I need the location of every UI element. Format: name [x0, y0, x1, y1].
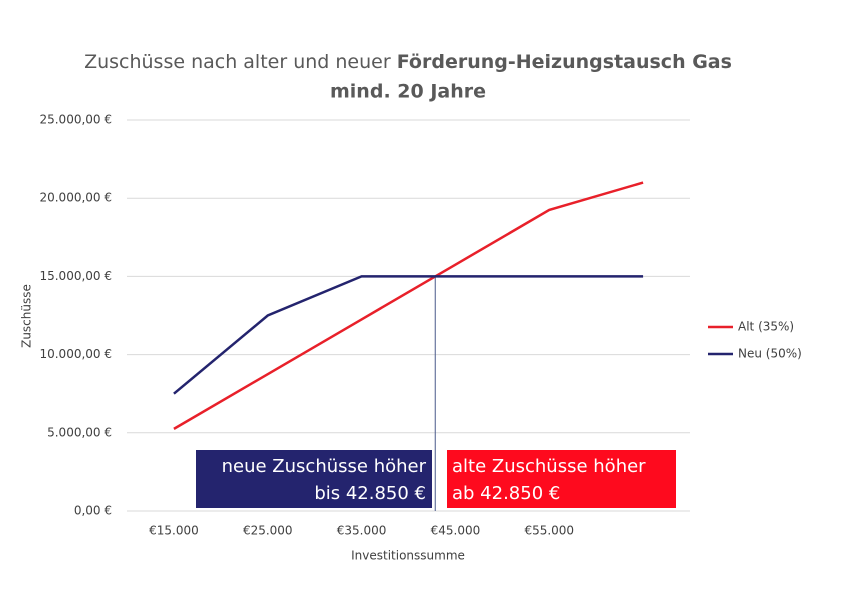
y-tick-label: 5.000,00 €: [47, 425, 112, 439]
title-part: Förderung-Heizungstausch Gas: [397, 51, 732, 73]
x-axis-title: Investitionssumme: [351, 549, 465, 563]
legend-label: Neu (50%): [738, 347, 802, 361]
annotation-box: [447, 450, 676, 508]
y-axis-title: Zuschüsse: [20, 284, 34, 348]
y-tick-label: 15.000,00 €: [39, 269, 112, 283]
annotation-text: bis 42.850 €: [314, 483, 426, 504]
annotation-box: [196, 450, 432, 508]
series-line: [173, 181, 644, 430]
x-tick-label: €25.000: [243, 524, 293, 538]
series-line: [173, 275, 644, 395]
chart-title: Zuschüsse nach alter und neuer Förderung…: [84, 51, 732, 73]
y-tick-label: 0,00 €: [74, 504, 112, 518]
chart-subtitle: mind. 20 Jahre: [330, 81, 486, 103]
y-tick-label: 10.000,00 €: [39, 347, 112, 361]
x-tick-label: €35.000: [337, 524, 387, 538]
x-tick-label: €55.000: [524, 524, 574, 538]
annotation-text: ab 42.850 €: [452, 483, 560, 504]
y-tick-label: 20.000,00 €: [39, 191, 112, 205]
annotation-text: alte Zuschüsse höher: [452, 456, 646, 477]
x-tick-label: €45.000: [431, 524, 481, 538]
y-tick-label: 25.000,00 €: [39, 113, 112, 127]
x-tick-label: €15.000: [149, 524, 199, 538]
annotation-text: neue Zuschüsse höher: [222, 456, 427, 477]
title-part: Zuschüsse nach alter und neuer: [84, 51, 391, 73]
legend-label: Alt (35%): [738, 320, 794, 334]
